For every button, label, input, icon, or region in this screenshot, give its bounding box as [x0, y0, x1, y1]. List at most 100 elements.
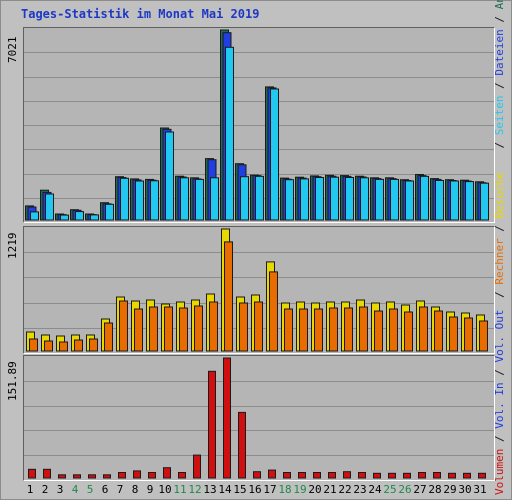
x-tick-label-1: 1 — [26, 483, 34, 496]
x-tick-label-2: 2 — [41, 483, 49, 496]
bar-rechner-4 — [74, 339, 83, 352]
bar-volumen-9 — [148, 472, 156, 479]
x-tick-label-24: 24 — [368, 483, 382, 496]
bar-rechner-30 — [464, 317, 473, 352]
bar-volumen-8 — [133, 470, 141, 479]
x-tick-label-18: 18 — [278, 483, 292, 496]
bar-volumen-13 — [208, 370, 216, 479]
legend-item-dateien: Dateien — [493, 29, 506, 76]
legend: Volumen / Vol. In / Vol. Out / Rechner /… — [493, 0, 506, 495]
bar-seiten-20 — [315, 177, 324, 221]
x-tick-label-21: 21 — [323, 483, 337, 496]
bar-seiten-4 — [75, 211, 84, 221]
legend-separator: / — [493, 428, 506, 449]
bar-rechner-9 — [149, 306, 158, 352]
chart-title: Tages-Statistik im Monat Mai 2019 — [21, 7, 260, 21]
x-tick-label-19: 19 — [293, 483, 307, 496]
bar-rechner-13 — [209, 301, 218, 352]
bar-rechner-1 — [29, 338, 38, 352]
x-tick-label-29: 29 — [443, 483, 457, 496]
x-tick-label-3: 3 — [56, 483, 64, 496]
x-tick-label-28: 28 — [428, 483, 442, 496]
legend-item-volumen: Volumen — [493, 448, 506, 495]
bar-seiten-21 — [330, 176, 339, 221]
bar-rechner-26 — [404, 311, 413, 352]
bar-rechner-16 — [254, 301, 263, 352]
bar-rechner-7 — [119, 300, 128, 352]
x-tick-label-11: 11 — [173, 483, 187, 496]
bar-seiten-7 — [120, 177, 129, 221]
x-tick-label-27: 27 — [413, 483, 427, 496]
legend-item-besuche: Besuche — [493, 172, 506, 219]
bar-seiten-14 — [225, 46, 234, 221]
bar-rechner-10 — [164, 306, 173, 352]
bar-volumen-29 — [448, 472, 456, 479]
bar-seiten-11 — [180, 177, 189, 221]
legend-separator: / — [493, 75, 506, 96]
bar-rechner-27 — [419, 306, 428, 352]
bar-rechner-15 — [239, 302, 248, 352]
x-tick-label-26: 26 — [398, 483, 412, 496]
bar-rechner-21 — [329, 307, 338, 352]
bar-rechner-28 — [434, 310, 443, 352]
x-tick-label-9: 9 — [146, 483, 154, 496]
x-tick-label-25: 25 — [383, 483, 397, 496]
bar-seiten-23 — [360, 177, 369, 221]
bar-rechner-20 — [314, 308, 323, 352]
panel-bot-svg — [24, 357, 494, 479]
bar-seiten-16 — [255, 175, 264, 221]
bar-seiten-31 — [480, 182, 489, 221]
bar-rechner-14 — [224, 241, 233, 352]
x-tick-label-20: 20 — [308, 483, 322, 496]
bar-volumen-20 — [313, 472, 321, 479]
bar-seiten-18 — [285, 179, 294, 221]
bar-seiten-27 — [420, 175, 429, 221]
bar-seiten-1 — [30, 211, 39, 221]
bar-rechner-5 — [89, 338, 98, 352]
bar-rechner-18 — [284, 308, 293, 352]
bar-seiten-28 — [435, 180, 444, 221]
bar-rechner-17 — [269, 271, 278, 352]
panel-mid-svg — [24, 228, 494, 352]
bar-volumen-3 — [58, 474, 66, 479]
legend-item-rechner: Rechner — [493, 238, 506, 285]
bar-rechner-22 — [344, 307, 353, 352]
bar-rechner-2 — [44, 340, 53, 352]
x-tick-label-12: 12 — [188, 483, 202, 496]
bar-seiten-19 — [300, 178, 309, 221]
bar-seiten-25 — [390, 178, 399, 221]
bar-volumen-4 — [73, 474, 81, 479]
panel-volumen — [23, 355, 495, 481]
legend-separator: / — [493, 135, 506, 156]
x-tick-label-16: 16 — [248, 483, 262, 496]
bar-volumen-25 — [388, 472, 396, 479]
bar-seiten-5 — [90, 214, 99, 221]
bar-seiten-6 — [105, 203, 114, 221]
bar-seiten-30 — [465, 181, 474, 221]
x-tick-label-15: 15 — [233, 483, 247, 496]
legend-separator: / — [493, 284, 506, 305]
x-tick-label-5: 5 — [86, 483, 94, 496]
bar-volumen-10 — [163, 467, 171, 479]
bar-seiten-29 — [450, 180, 459, 221]
bar-volumen-15 — [238, 411, 246, 479]
bar-rechner-23 — [359, 306, 368, 352]
bar-volumen-23 — [358, 472, 366, 479]
bar-seiten-8 — [135, 180, 144, 221]
bar-volumen-1 — [28, 468, 36, 479]
legend-item-vol-in: Vol. In — [493, 382, 506, 429]
bar-rechner-19 — [299, 308, 308, 352]
bar-seiten-26 — [405, 180, 414, 221]
x-tick-label-13: 13 — [203, 483, 217, 496]
bar-volumen-31 — [478, 472, 486, 479]
bar-rechner-11 — [179, 307, 188, 352]
bar-volumen-11 — [178, 472, 186, 479]
legend-item-vol-out: Vol. Out — [493, 309, 506, 363]
bar-seiten-17 — [270, 88, 279, 221]
x-tick-label-30: 30 — [458, 483, 472, 496]
bar-seiten-22 — [345, 177, 354, 221]
panel-anfragen-dateien-seiten — [23, 27, 495, 223]
x-tick-label-7: 7 — [116, 483, 124, 496]
ymax-label-bot: 151.89 — [6, 361, 19, 401]
bar-volumen-24 — [373, 472, 381, 479]
